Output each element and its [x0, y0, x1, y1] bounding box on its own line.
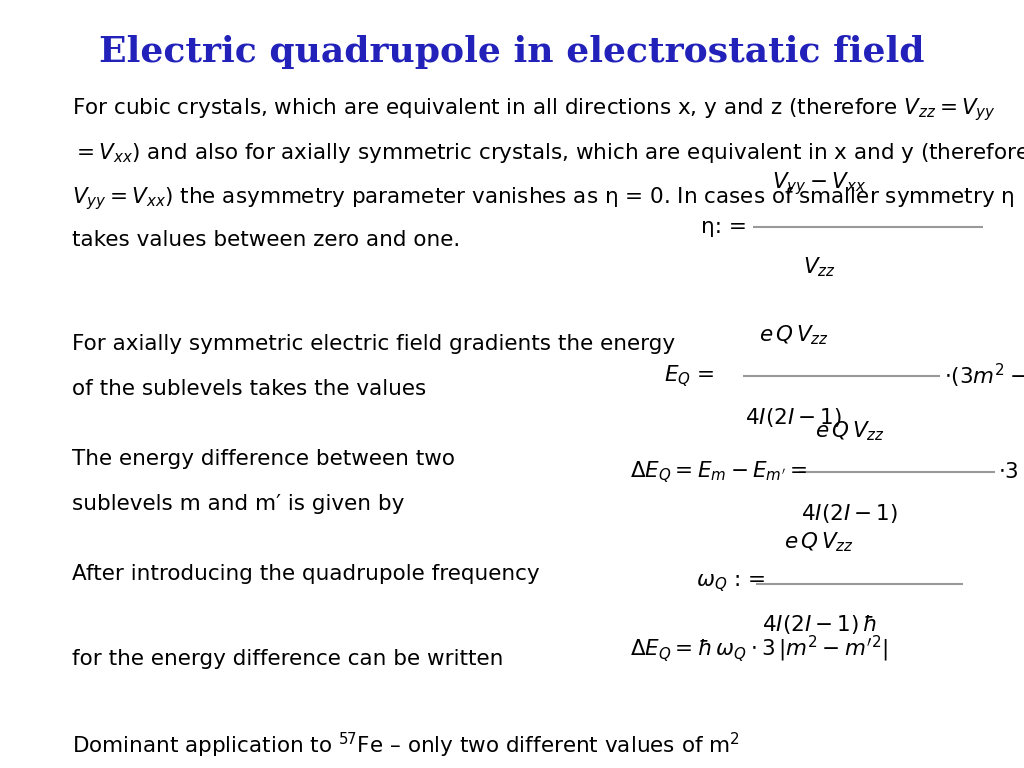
Text: After introducing the quadrupole frequency: After introducing the quadrupole frequen…	[72, 564, 540, 584]
Text: Electric quadrupole in electrostatic field: Electric quadrupole in electrostatic fie…	[99, 35, 925, 68]
Text: takes values between zero and one.: takes values between zero and one.	[72, 230, 460, 250]
Text: $V_{yy} - V_{xx}$: $V_{yy} - V_{xx}$	[772, 170, 866, 197]
Text: $= V_{xx}$) and also for axially symmetric crystals, which are equivalent in x a: $= V_{xx}$) and also for axially symmetr…	[72, 141, 1024, 164]
Text: $\Delta E_Q = \hbar\,\omega_Q \cdot 3\,|m^2 - m'^2|$: $\Delta E_Q = \hbar\,\omega_Q \cdot 3\,|…	[630, 634, 888, 664]
Text: For axially symmetric electric field gradients the energy: For axially symmetric electric field gra…	[72, 334, 675, 354]
Text: η: =: η: =	[701, 217, 755, 237]
Text: $V_{zz}$: $V_{zz}$	[803, 256, 836, 280]
Text: of the sublevels takes the values: of the sublevels takes the values	[72, 379, 426, 399]
Text: $e\,Q\,V_{zz}$: $e\,Q\,V_{zz}$	[815, 419, 885, 443]
Text: $4I(2I-1)$: $4I(2I-1)$	[802, 502, 898, 525]
Text: $e\,Q\,V_{zz}$: $e\,Q\,V_{zz}$	[759, 323, 828, 347]
Text: $4I(2I-1)$: $4I(2I-1)$	[745, 406, 842, 429]
Text: $V_{yy} = V_{xx}$) the asymmetry parameter vanishes as η = 0. In cases of smalle: $V_{yy} = V_{xx}$) the asymmetry paramet…	[72, 185, 1014, 212]
Text: $\Delta E_Q = E_m - E_{m'} =$: $\Delta E_Q = E_m - E_{m'} =$	[630, 459, 807, 485]
Text: $E_Q$ =: $E_Q$ =	[664, 363, 717, 389]
Text: $e\,Q\,V_{zz}$: $e\,Q\,V_{zz}$	[784, 531, 854, 554]
Text: $4I(2I-1)\,\hbar$: $4I(2I-1)\,\hbar$	[762, 613, 877, 636]
Text: The energy difference between two: The energy difference between two	[72, 449, 455, 469]
Text: Dominant application to $^{57}$Fe – only two different values of m$^2$: Dominant application to $^{57}$Fe – only…	[72, 731, 739, 760]
Text: for the energy difference can be written: for the energy difference can be written	[72, 649, 503, 669]
Text: For cubic crystals, which are equivalent in all directions x, y and z (therefore: For cubic crystals, which are equivalent…	[72, 96, 995, 123]
Text: $\omega_Q$ : =: $\omega_Q$ : =	[696, 573, 768, 594]
Text: sublevels m and m′ is given by: sublevels m and m′ is given by	[72, 494, 404, 514]
Text: $\cdot 3\,|m^2 - m'^2|$: $\cdot 3\,|m^2 - m'^2|$	[998, 457, 1024, 488]
Text: $\cdot( 3m^2 - I(I+1)\,)$: $\cdot( 3m^2 - I(I+1)\,)$	[944, 362, 1024, 390]
